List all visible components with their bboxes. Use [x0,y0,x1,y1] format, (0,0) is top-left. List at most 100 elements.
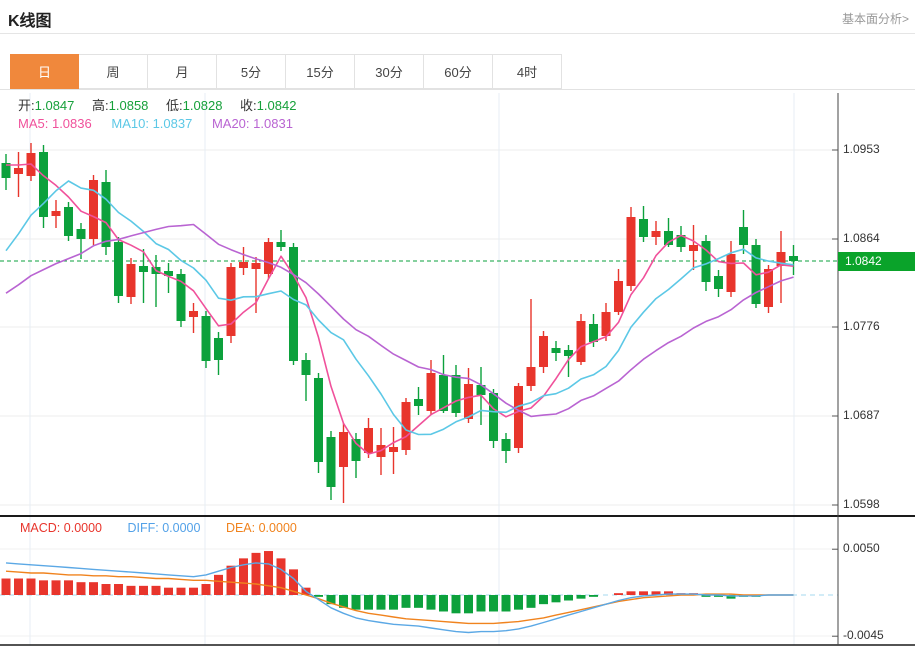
macd-value: MACD: 0.0000 [20,521,102,535]
candle-body [514,386,523,448]
candle-body [401,402,411,450]
macd-bar [476,595,486,612]
macd-histogram [1,551,761,614]
tab-4hour[interactable]: 4时 [493,54,562,89]
macd-legend: MACD: 0.0000 DIFF: 0.0000 DEA: 0.0000 [20,521,319,535]
ma10-legend: MA10: 1.0837 [111,116,193,131]
candle-body [776,252,786,266]
candle-body [726,254,736,292]
macd-bar [76,582,86,595]
macd-bar [126,585,136,595]
macd-bar [239,558,248,595]
candle-body [364,428,373,453]
macd-bar [214,574,223,595]
tab-30min[interactable]: 30分 [355,54,424,89]
tab-month[interactable]: 月 [148,54,217,89]
tab-15min[interactable]: 15分 [286,54,355,89]
candle-body [89,180,98,239]
dea-value: DEA: 0.0000 [225,521,297,535]
macd-tick-bottom: -0.0045 [843,628,884,642]
candles-group [1,143,798,503]
period-tab-bar: 日 周 月 5分 15分 30分 60分 4时 [10,54,562,89]
ohlc-high: 高:1.0858 [92,98,149,113]
fundamental-analysis-link[interactable]: 基本面分析> [841,12,909,26]
macd-bar [376,595,386,610]
macd-bar [326,595,336,605]
macd-bar [589,595,598,597]
macd-bar [364,595,373,610]
candle-body [426,373,436,411]
macd-bar [564,595,573,601]
candle-body [301,360,311,375]
candle-body [276,242,286,247]
ohlc-low: 低:1.0828 [166,98,223,113]
candle-body [189,311,198,317]
macd-bar [451,595,461,614]
ma20-legend: MA20: 1.0831 [211,116,293,131]
candle-body [651,231,661,237]
tab-week[interactable]: 周 [79,54,148,89]
candle-body [789,256,798,261]
macd-bar [276,558,286,595]
diff-line [5,562,794,634]
macd-bar [614,593,623,595]
candle-body [226,267,236,336]
ma10-line [5,180,794,436]
price-tick-4: 1.0687 [843,408,880,422]
axis-ticks [832,149,838,637]
candle-body [639,219,648,237]
candle-body [539,336,548,367]
candle-body [451,375,461,413]
macd-bar [289,569,298,595]
macd-bar [176,587,186,595]
macd-bar [626,591,636,595]
tab-60min[interactable]: 60分 [424,54,493,89]
header-divider [0,33,915,34]
macd-bar [1,578,11,595]
page-title: K线图 [8,13,52,30]
macd-bar [414,595,423,608]
ohlc-close: 收:1.0842 [240,98,297,113]
candle-body [14,168,23,174]
macd-bar [14,578,23,595]
macd-bar [39,580,48,595]
macd-bar [551,595,561,603]
macd-bar [714,595,723,597]
macd-bar [639,591,648,595]
tab-day[interactable]: 日 [10,54,79,89]
candle-body [239,262,248,268]
candle-body [601,312,611,336]
candle-body [176,274,186,321]
candle-body [564,350,573,356]
candle-body [664,231,673,245]
macd-bar [489,595,498,612]
candle-body [326,437,336,487]
candle-body [476,385,486,395]
macd-bar [389,595,398,610]
macd-bar [189,587,198,595]
macd-bar [139,585,148,595]
macd-bar [526,595,536,608]
candle-body [676,235,686,247]
candle-body [739,227,748,245]
candle-body [689,245,698,251]
price-tick-5: 1.0598 [843,497,880,511]
macd-bar [664,591,673,595]
macd-bar [651,591,661,595]
candle-body [714,276,723,289]
macd-bar [114,584,123,595]
candle-body [439,375,448,411]
tab-5min[interactable]: 5分 [217,54,286,89]
macd-bar [701,595,711,597]
tabbar-divider [0,89,915,90]
macd-bar [501,595,511,612]
candle-body [501,439,511,451]
price-tick-2: 1.0864 [843,231,880,245]
candle-body [764,269,773,307]
macd-bar [339,595,348,608]
macd-bar [226,565,236,595]
macd-tick-top: 0.0050 [843,541,880,555]
ma5-line [6,163,794,455]
candle-body [351,439,361,461]
